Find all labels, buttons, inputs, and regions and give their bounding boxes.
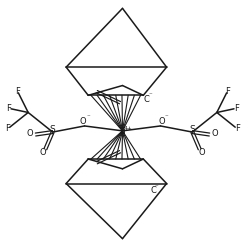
Text: C: C [150, 186, 156, 195]
Text: 4+: 4+ [123, 126, 132, 131]
Text: F: F [234, 104, 239, 113]
Text: O: O [211, 129, 218, 138]
Text: O: O [27, 129, 34, 138]
Text: O: O [158, 117, 165, 125]
Text: F: F [5, 124, 10, 133]
Text: F: F [235, 124, 240, 133]
Text: F: F [225, 87, 230, 96]
Text: S: S [189, 125, 195, 134]
Text: O: O [80, 117, 87, 125]
Text: ⁻: ⁻ [86, 114, 90, 120]
Text: ⁻: ⁻ [155, 184, 159, 190]
Text: ⁻: ⁻ [148, 92, 152, 98]
Text: Ti: Ti [118, 127, 126, 136]
Text: O: O [39, 148, 46, 157]
Text: O: O [199, 148, 206, 157]
Text: F: F [15, 87, 20, 96]
Text: ⁻: ⁻ [164, 114, 168, 120]
Text: F: F [6, 104, 11, 113]
Text: S: S [50, 125, 56, 134]
Text: C: C [144, 95, 149, 103]
